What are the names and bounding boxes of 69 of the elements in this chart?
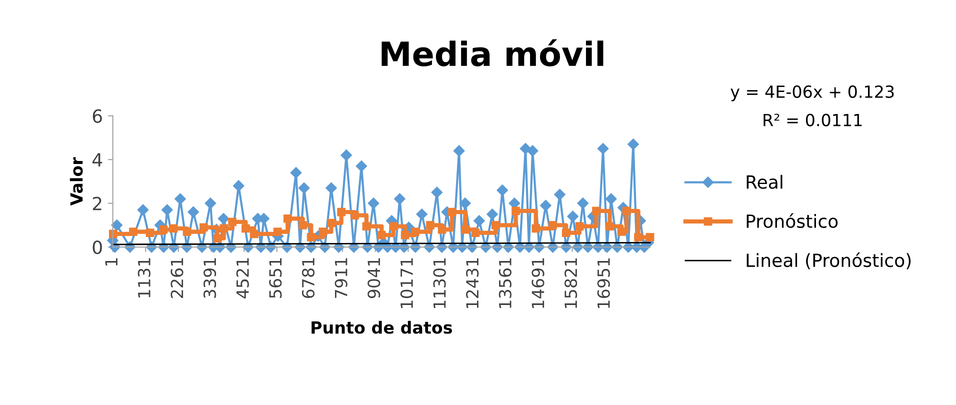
point: [438, 225, 446, 234]
legend-label: Real: [746, 174, 782, 189]
point: [169, 224, 178, 233]
point: [491, 221, 500, 230]
y-tick-label: 2: [92, 196, 102, 210]
point: [318, 228, 328, 236]
point: [389, 222, 398, 230]
point: [575, 222, 584, 230]
point: [562, 228, 570, 237]
point: [182, 228, 192, 236]
point: [617, 228, 626, 236]
point: [362, 222, 371, 230]
point: [146, 228, 154, 237]
x-tick-label: 5651: [269, 258, 282, 298]
y-tick-label: 4: [92, 153, 102, 166]
x-tick-label: 12431: [466, 258, 479, 308]
x-tick-label: 3391: [203, 258, 216, 298]
x-tick-label: 6781: [302, 258, 315, 298]
point: [471, 228, 480, 237]
point: [532, 224, 540, 233]
point: [350, 211, 359, 220]
point: [448, 208, 456, 216]
legend-label: Pronóstico: [746, 213, 838, 228]
x-tick-label: 10171: [400, 258, 414, 308]
point: [306, 233, 316, 242]
text: y = 4E-06x + 0.123: [730, 85, 894, 102]
x-tick-label: 16951: [597, 258, 610, 308]
point: [228, 218, 236, 226]
x-tick-label: 11301: [433, 258, 446, 308]
legend-label: Lineal (Pronóstico): [746, 252, 911, 270]
x-tick-label: 4521: [236, 258, 249, 298]
y-axis-title: Valor: [70, 157, 83, 206]
point: [273, 228, 282, 236]
point: [220, 224, 228, 233]
x-tick-label: 1: [105, 258, 118, 266]
point: [242, 224, 250, 233]
point: [606, 222, 614, 230]
x-tick-label: 9041: [368, 258, 380, 298]
point: [337, 208, 346, 216]
point: [200, 223, 208, 232]
point: [283, 214, 292, 223]
x-tick-label: 14691: [532, 258, 544, 308]
point: [461, 225, 470, 234]
point: [548, 221, 557, 230]
point: [426, 221, 434, 230]
point: [410, 228, 420, 236]
point: [646, 233, 654, 242]
point: [129, 228, 138, 236]
point: [327, 218, 336, 228]
x-axis-title: Punto de datos: [312, 320, 452, 334]
x-tick-label: 7911: [334, 258, 348, 298]
x-tick-label: 13561: [498, 258, 512, 308]
point: [377, 230, 386, 240]
text: R² = 0.0111: [764, 114, 862, 126]
point: [634, 233, 642, 242]
point: [298, 221, 307, 230]
y-tick-label: 6: [92, 109, 102, 123]
point: [250, 230, 258, 238]
x-tick-label: 15821: [564, 258, 578, 308]
point: [159, 225, 168, 234]
point: [622, 206, 631, 216]
point: [592, 206, 600, 216]
point: [512, 206, 520, 216]
point: [400, 230, 410, 240]
point: [213, 234, 222, 242]
chart-title: Media móvil: [382, 39, 604, 66]
y-tick-label: 0: [92, 240, 102, 254]
x-tick-label: 1131: [138, 258, 150, 298]
x-tick-label: 2261: [170, 258, 184, 298]
